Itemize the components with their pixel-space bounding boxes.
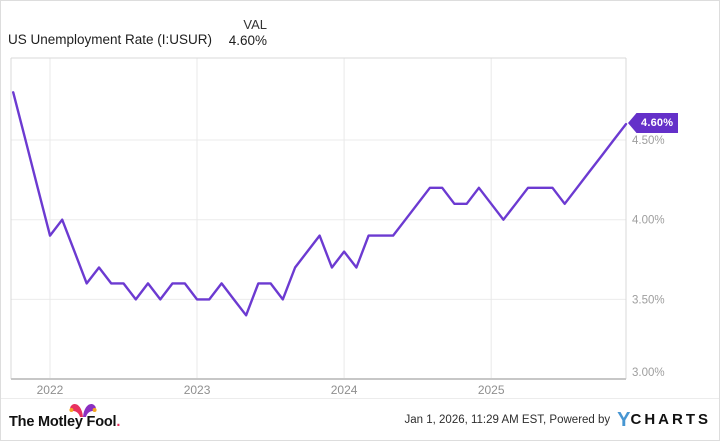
motley-fool-wordmark: The Motley Fool. [9,414,120,430]
hat-left-horn [70,404,83,417]
powered-by-text: Powered by [549,413,611,426]
timestamp: Jan 1, 2026, 11:29 AM EST [404,413,544,426]
footer-bar: The Motley Fool. Jan 1, 2026, 11:29 AM E… [1,398,719,440]
y-axis-tick: 3.00% [632,367,665,379]
brand-text: The Motley Fool [9,414,117,430]
value-column-header: VAL [243,17,267,32]
current-value: 4.60% [228,33,267,48]
x-axis-tick: 2025 [478,383,505,397]
x-axis-tick: 2022 [37,383,64,397]
chart-title: US Unemployment Rate (I:USUR) [8,32,213,47]
hat-right-horn [83,404,96,417]
data-line [11,91,628,317]
latest-value-tag: 4.60% [628,113,678,133]
jester-hat-icon [69,404,97,417]
footer-attribution: Jan 1, 2026, 11:29 AM EST, Powered by Y … [405,399,712,440]
x-axis-tick: 2023 [184,383,211,397]
ycharts-wordmark: CHARTS [630,411,711,428]
y-axis-tick: 4.00% [632,215,665,227]
y-axis-tick: 3.50% [632,294,665,306]
x-axis-tick: 2024 [331,383,358,397]
ycharts-y-icon: Y [617,408,631,431]
motley-fool-logo: The Motley Fool. [9,399,139,440]
hat-left-bell [69,408,74,412]
timestamp-and-powered-by: Jan 1, 2026, 11:29 AM EST, Powered by [404,413,611,426]
y-axis-tick: 4.50% [632,135,665,147]
hat-right-bell [92,408,97,412]
brand-dot: . [116,414,121,430]
